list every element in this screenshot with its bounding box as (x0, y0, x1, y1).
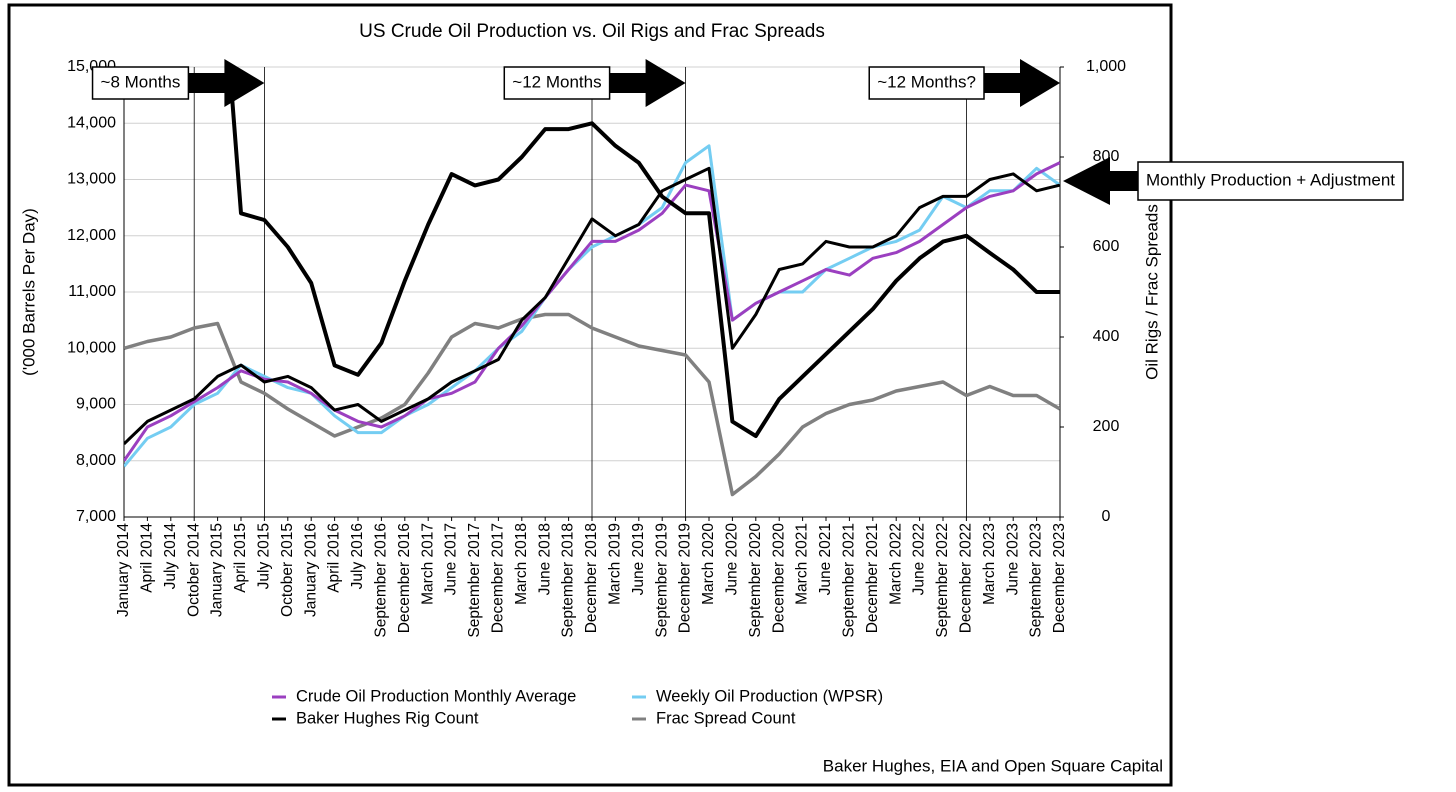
x-tick-label: September 2023 (1028, 523, 1045, 638)
x-tick-label: June 2021 (817, 523, 834, 595)
x-tick-label: January 2015 (209, 523, 226, 617)
x-tick-label: June 2022 (911, 523, 928, 595)
x-tick-label: July 2016 (349, 523, 366, 589)
x-tick-label: January 2014 (115, 523, 132, 617)
x-tick-label: April 2015 (232, 523, 249, 593)
arrow-body (188, 73, 229, 93)
x-tick-label: April 2016 (326, 523, 343, 593)
x-tick-label: September 2019 (653, 523, 670, 638)
x-tick-label: March 2020 (700, 523, 717, 605)
plot (124, 67, 1060, 497)
arrow-head (224, 59, 265, 107)
y-tick-label: 13,000 (67, 171, 116, 188)
series-line (124, 161, 1060, 462)
frame (7, 3, 1173, 787)
x-tick-label: March 2023 (981, 523, 998, 605)
y2-tick-label: 600 (1093, 238, 1120, 255)
arrow-body (609, 73, 650, 93)
annotation-text: ~8 Months (101, 72, 181, 91)
x-tick-label: June 2017 (443, 523, 460, 595)
y-tick-label: 12,000 (67, 227, 116, 244)
y2-tick-label: 400 (1093, 328, 1120, 345)
x-tick-label: March 2019 (606, 523, 623, 605)
y-tick-label: 9,000 (76, 396, 116, 413)
arrow-head (1020, 59, 1060, 107)
adjustment-line (124, 166, 1060, 445)
series-line (227, 67, 1060, 438)
x-tick-label: July 2015 (255, 523, 272, 589)
x-tick-label: January 2016 (302, 523, 319, 617)
x-tick-label: September 2020 (747, 523, 764, 638)
y-axis-label: ('000 Barrels Per Day) (19, 208, 38, 376)
annotation-box (868, 66, 985, 100)
y2-tick-label: 1,000 (1086, 58, 1126, 75)
chart-title: US Crude Oil Production vs. Oil Rigs and… (359, 21, 825, 42)
x-tick-label: June 2018 (536, 523, 553, 595)
x-tick-label: June 2019 (630, 523, 647, 595)
series-line (124, 312, 1060, 497)
x-tick-label: December 2017 (489, 523, 506, 633)
x-tick-label: October 2015 (279, 523, 296, 617)
annotation-text: ~12 Months (512, 72, 601, 91)
y2-tick-label: 0 (1102, 508, 1111, 525)
y-tick-label: 10,000 (67, 339, 116, 356)
y-tick-label: 7,000 (76, 508, 116, 525)
x-tick-label: March 2017 (419, 523, 436, 605)
y2-axis-label: Oil Rigs / Frac Spreads (1142, 204, 1161, 380)
x-tick-label: March 2022 (887, 523, 904, 605)
x-tick-label: December 2023 (1051, 523, 1068, 633)
x-tick-label: September 2021 (840, 523, 857, 638)
y-tick-label: 8,000 (76, 452, 116, 469)
arrow-head (645, 59, 686, 107)
x-tick-label: September 2018 (560, 523, 577, 638)
x-tick-label: June 2020 (723, 523, 740, 596)
x-tick-label: April 2014 (138, 523, 155, 593)
legend-label: Frac Spread Count (656, 709, 796, 727)
callout-text: Monthly Production + Adjustment (1146, 170, 1395, 189)
y2-tick-label: 200 (1093, 418, 1120, 435)
x-tick-label: March 2021 (794, 523, 811, 605)
x-tick-label: December 2016 (396, 523, 413, 633)
annotation-text: ~12 Months? (877, 72, 976, 91)
annotation-box (91, 66, 190, 100)
arrow-body (984, 73, 1024, 93)
x-tick-label: September 2022 (934, 523, 951, 638)
x-tick-label: December 2018 (583, 523, 600, 633)
x-tick-label: June 2023 (1004, 523, 1021, 595)
arrow-head (1063, 157, 1110, 205)
x-tick-label: December 2020 (770, 523, 787, 634)
x-tick-label: December 2021 (864, 523, 881, 633)
x-tick-label: December 2019 (677, 523, 694, 633)
y-tick-label: 14,000 (67, 114, 116, 131)
source: Baker Hughes, EIA and Open Square Capita… (823, 756, 1163, 775)
annotation-box (503, 66, 611, 100)
legend-label: Baker Hughes Rig Count (296, 709, 479, 727)
x-tick-label: July 2014 (162, 523, 179, 590)
x-tick-label: October 2014 (185, 523, 202, 617)
y-tick-label: 11,000 (68, 283, 116, 300)
y2-tick-label: 800 (1093, 148, 1120, 165)
x-tick-label: September 2017 (466, 523, 483, 638)
x-tick-label: December 2022 (957, 523, 974, 633)
legend-label: Weekly Oil Production (WPSR) (656, 687, 883, 705)
x-tick-label: March 2018 (513, 523, 530, 605)
x-tick-label: September 2016 (372, 523, 389, 638)
series-line (124, 144, 1060, 468)
legend-label: Crude Oil Production Monthly Average (296, 687, 576, 705)
